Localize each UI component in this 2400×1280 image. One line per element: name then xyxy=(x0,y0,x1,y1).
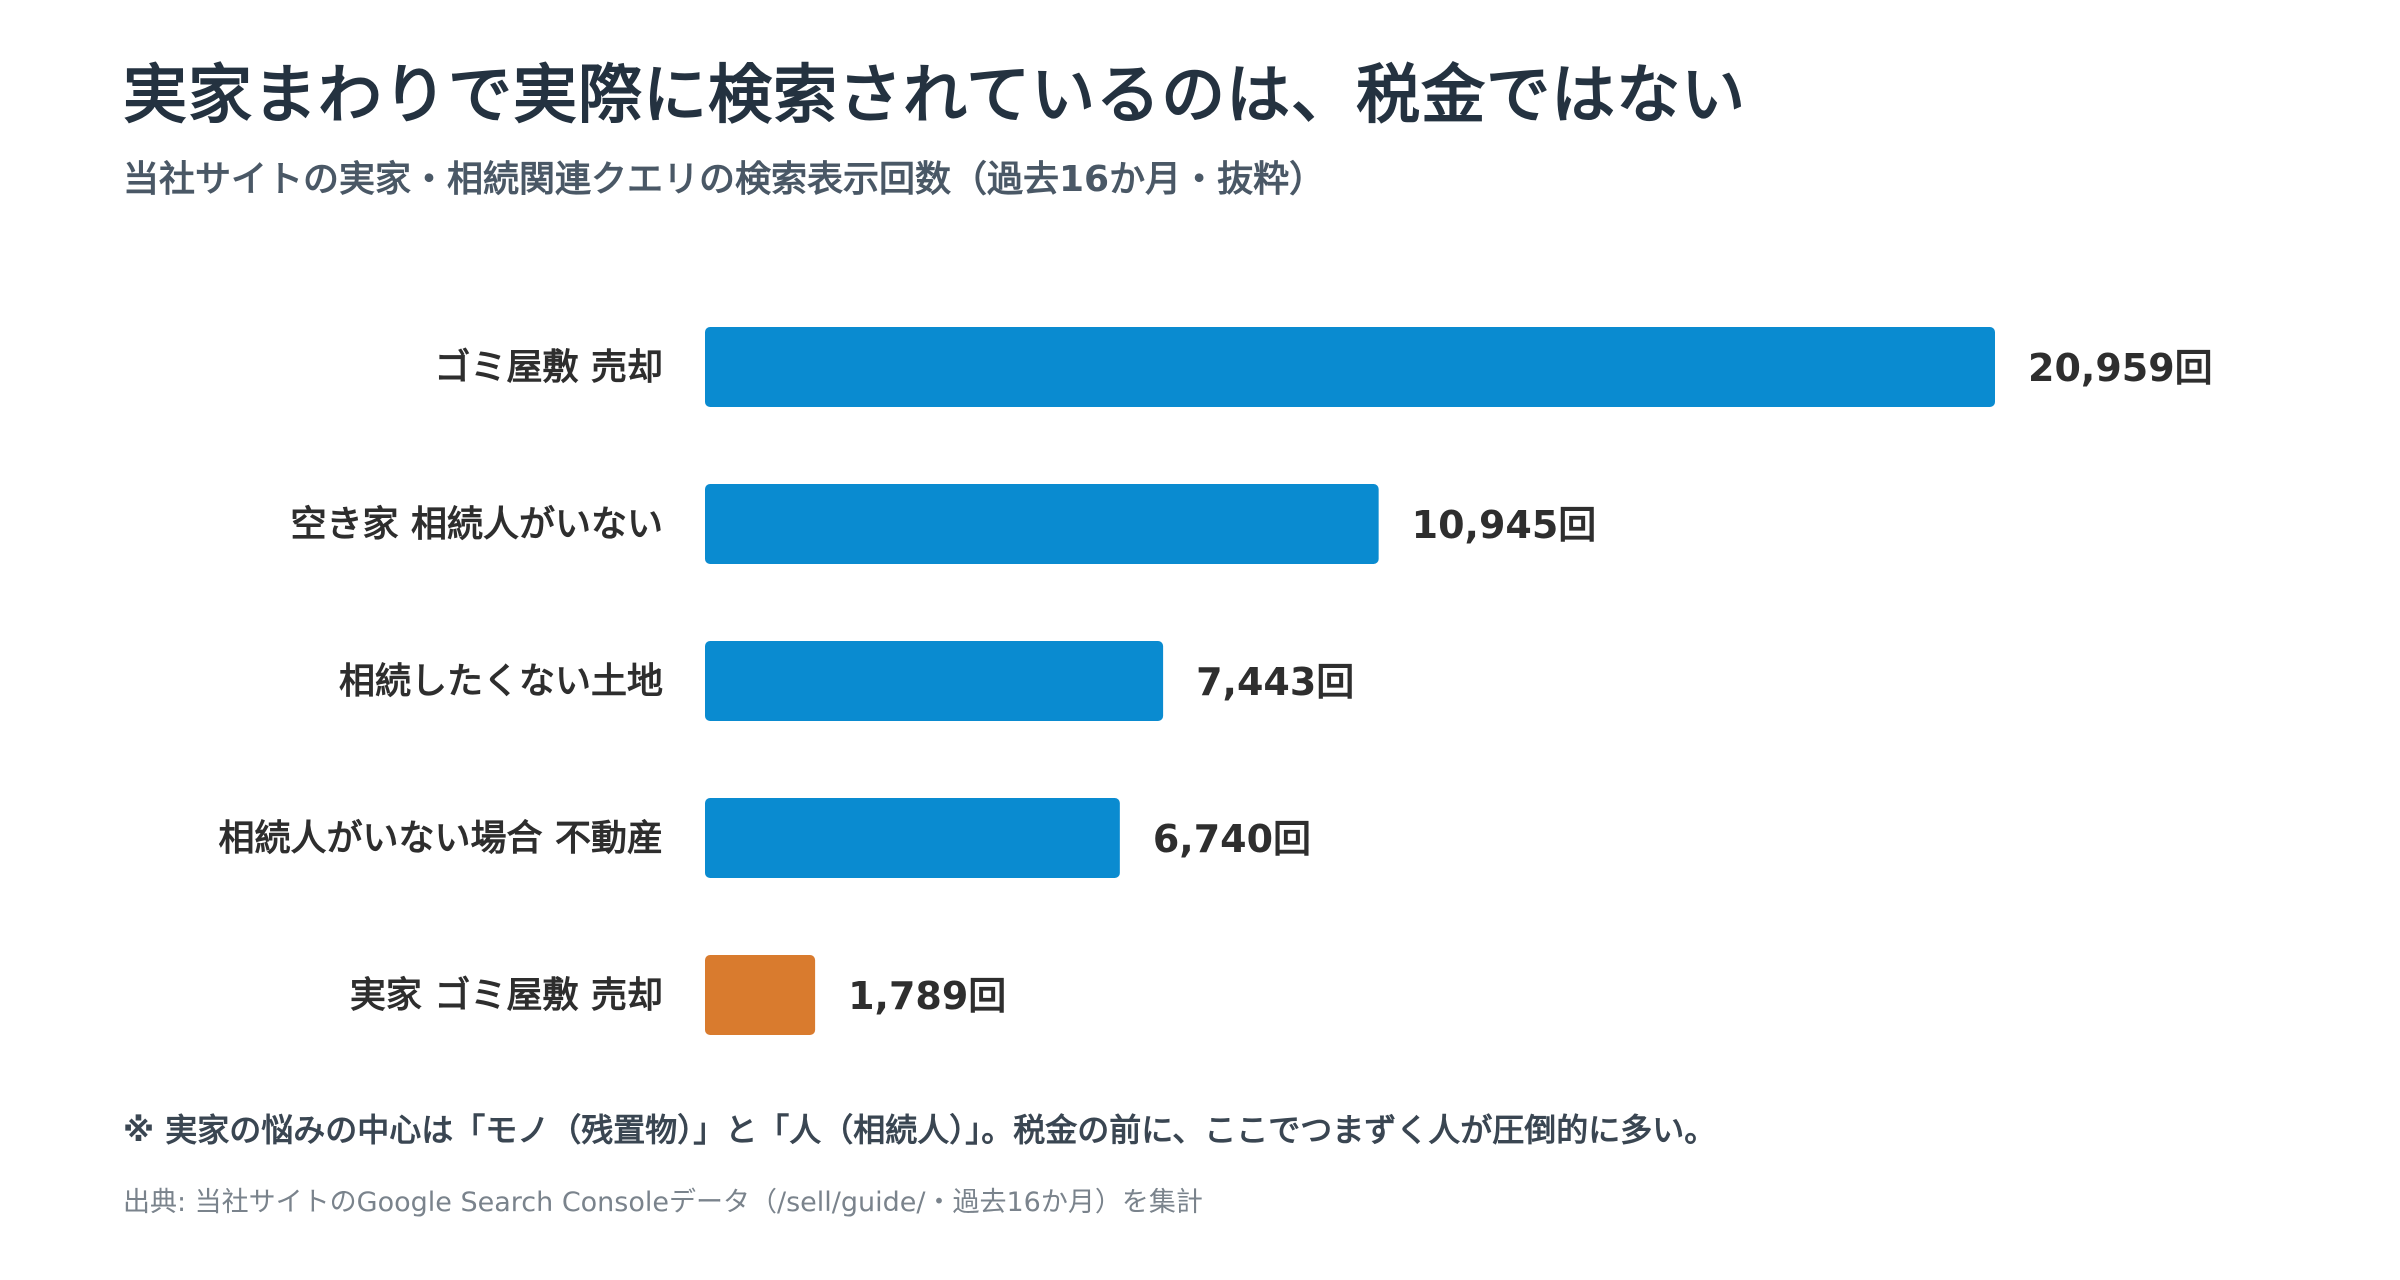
bar xyxy=(705,327,1995,407)
chart-source: 出典: 当社サイトのGoogle Search Consoleデータ（/sell… xyxy=(123,1187,1203,1218)
chart-title: 実家まわりで実際に検索されているのは、税金ではない xyxy=(123,59,1747,133)
bar xyxy=(705,955,816,1035)
category-label: ゴミ屋敷 売却 xyxy=(434,346,663,388)
chart-subtitle: 当社サイトの実家・相続関連クエリの検索表示回数（過去16か月・抜粋） xyxy=(123,159,1326,200)
category-label: 空き家 相続人がいない xyxy=(290,504,663,545)
bar xyxy=(705,798,1120,878)
value-label: 1,789回 xyxy=(848,974,1006,1018)
value-label: 6,740回 xyxy=(1153,817,1311,861)
value-label: 7,443回 xyxy=(1196,660,1354,704)
value-label: 20,959回 xyxy=(2028,346,2213,390)
category-label: 相続したくない土地 xyxy=(339,661,663,702)
category-label: 実家 ゴミ屋敷 売却 xyxy=(350,974,663,1016)
bar xyxy=(705,484,1379,564)
chart-note: ※ 実家の悩みの中心は「モノ（残置物）」と「人（相続人）」。税金の前に、ここでつ… xyxy=(123,1111,1717,1149)
value-label: 10,945回 xyxy=(1412,503,1597,547)
category-label: 相続人がいない場合 不動産 xyxy=(218,818,663,859)
bar xyxy=(705,641,1164,721)
